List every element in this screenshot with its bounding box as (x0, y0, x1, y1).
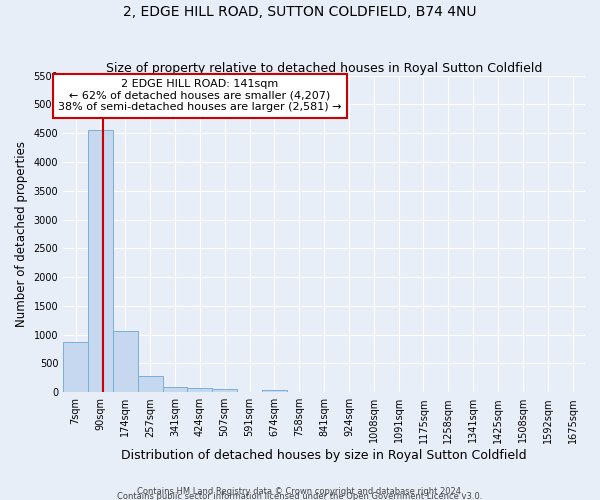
X-axis label: Distribution of detached houses by size in Royal Sutton Coldfield: Distribution of detached houses by size … (121, 450, 527, 462)
Text: 2, EDGE HILL ROAD, SUTTON COLDFIELD, B74 4NU: 2, EDGE HILL ROAD, SUTTON COLDFIELD, B74… (123, 5, 477, 19)
Bar (187, 388, 212, 392)
Title: Size of property relative to detached houses in Royal Sutton Coldfield: Size of property relative to detached ho… (106, 62, 542, 74)
Text: 2 EDGE HILL ROAD: 141sqm
← 62% of detached houses are smaller (4,207)
38% of sem: 2 EDGE HILL ROAD: 141sqm ← 62% of detach… (58, 79, 341, 112)
Bar (63, 342, 88, 392)
Y-axis label: Number of detached properties: Number of detached properties (15, 141, 28, 327)
Bar (138, 376, 163, 392)
Bar (262, 390, 287, 392)
Bar (212, 390, 237, 392)
Bar (113, 331, 138, 392)
Bar (88, 130, 113, 392)
Text: Contains public sector information licensed under the Open Government Licence v3: Contains public sector information licen… (118, 492, 482, 500)
Bar (163, 387, 187, 392)
Text: Contains HM Land Registry data © Crown copyright and database right 2024.: Contains HM Land Registry data © Crown c… (137, 486, 463, 496)
